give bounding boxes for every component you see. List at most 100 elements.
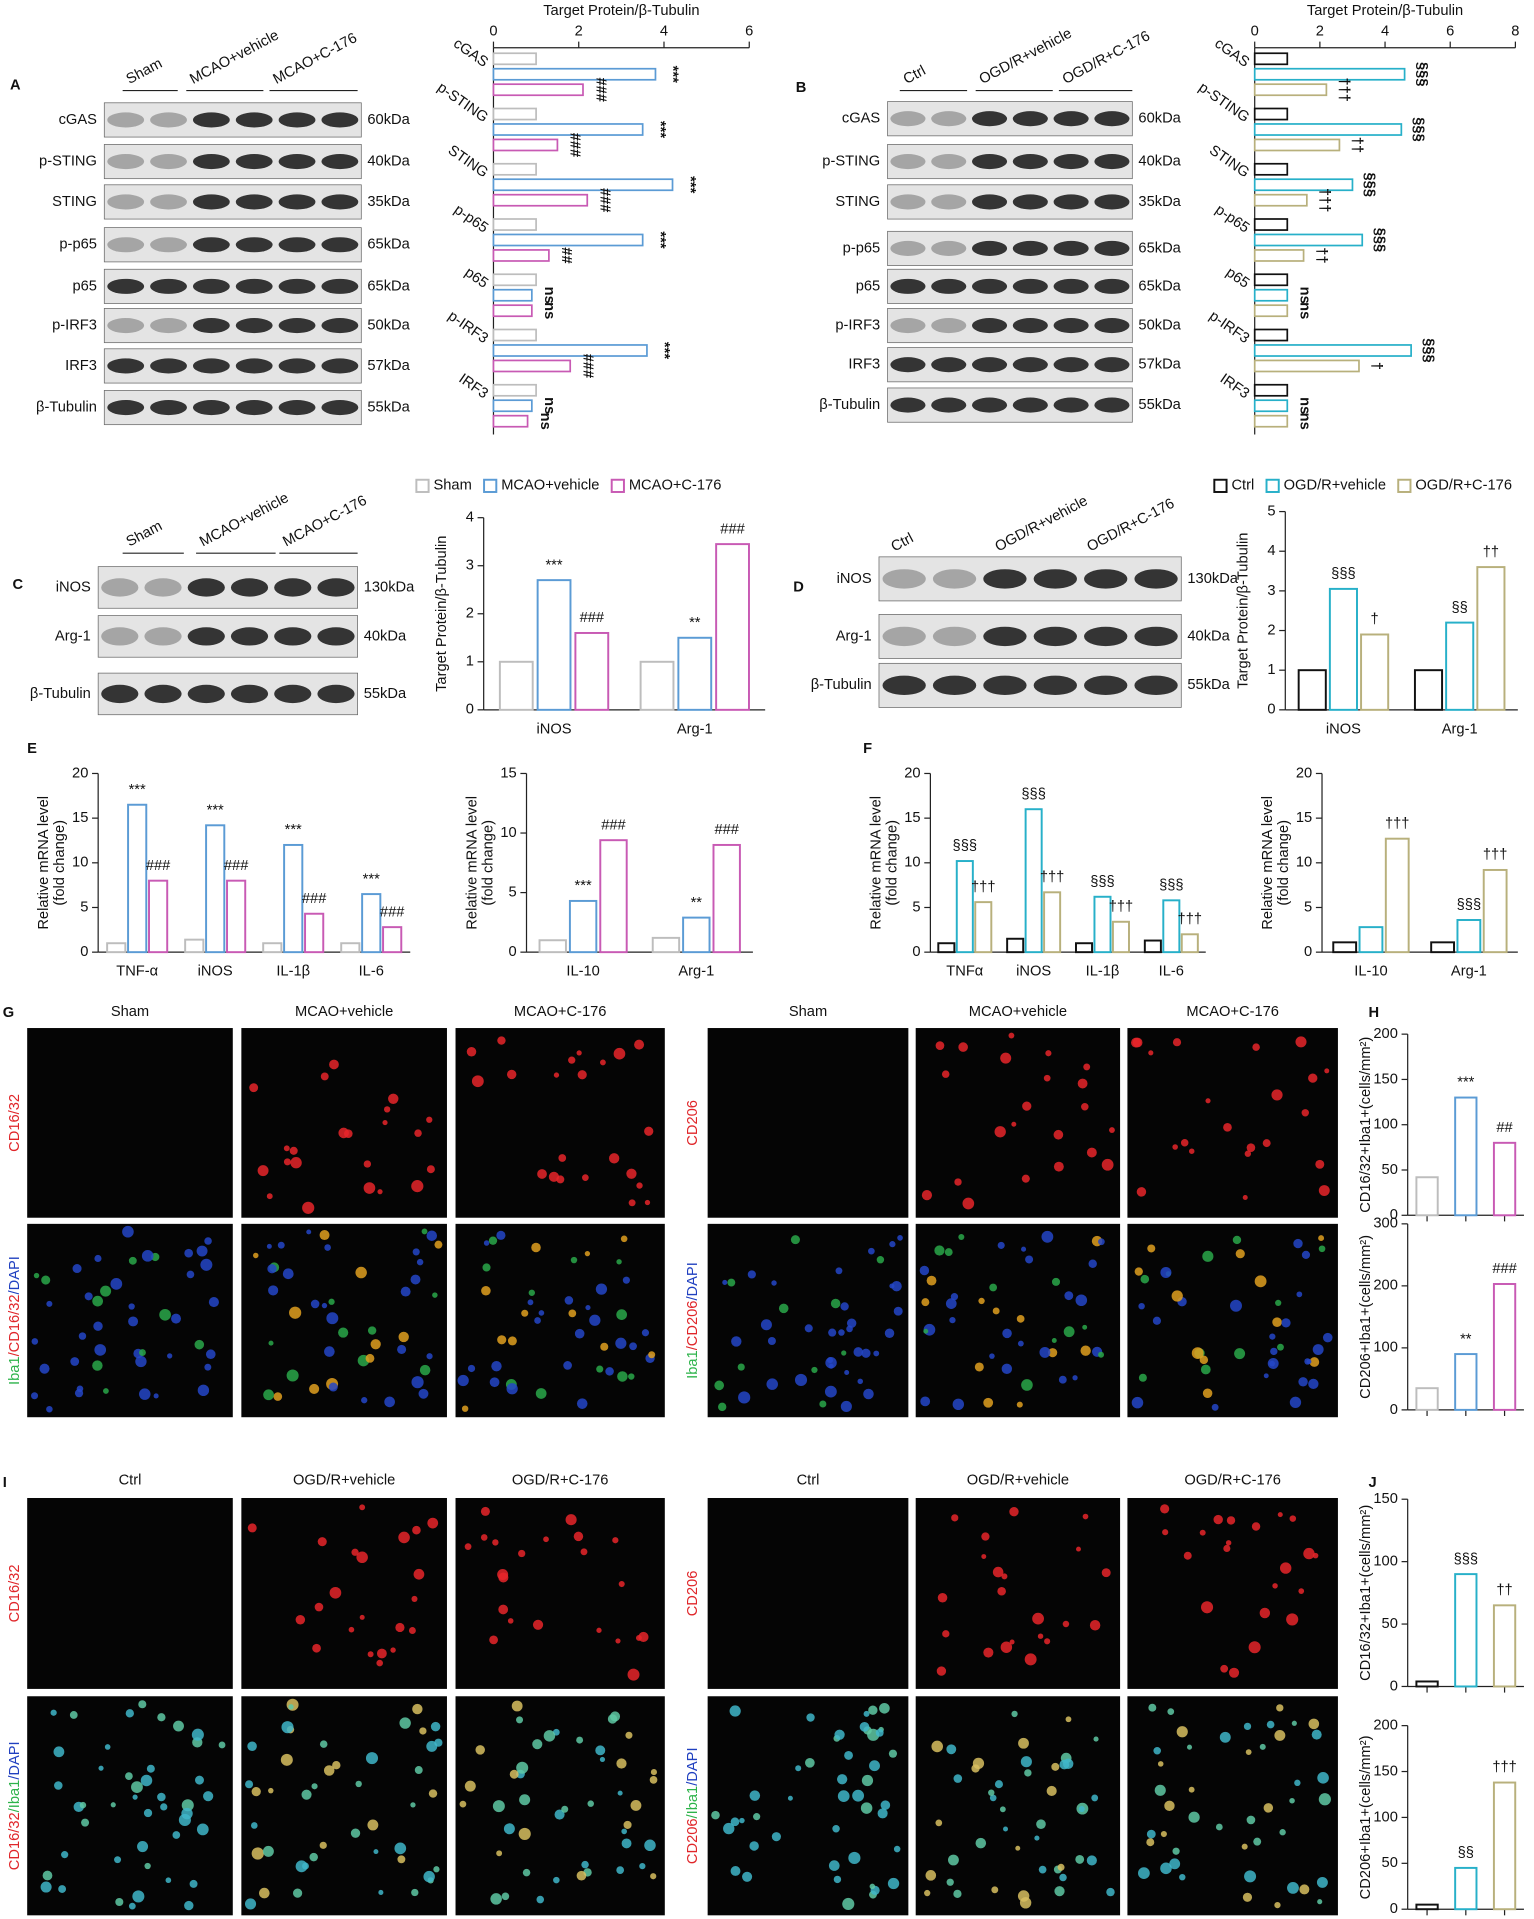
cell <box>859 1722 870 1732</box>
cell <box>576 1736 584 1744</box>
cell <box>1160 1862 1172 1875</box>
cell <box>76 1385 84 1393</box>
x-tick-label: TNFα <box>946 964 984 980</box>
cell <box>1254 1275 1267 1288</box>
blot-band <box>1094 240 1130 256</box>
size-label: 60kDa <box>367 112 410 128</box>
blot-band <box>107 400 145 416</box>
cell <box>1088 1259 1097 1268</box>
cell <box>1275 1299 1282 1307</box>
cell <box>989 1794 997 1802</box>
cell <box>434 1738 443 1747</box>
cell <box>1232 1235 1242 1245</box>
cell <box>1054 1886 1065 1897</box>
bar <box>1358 926 1384 954</box>
micrograph <box>1127 1696 1338 1916</box>
cell <box>742 1871 753 1882</box>
blot-band <box>317 627 355 646</box>
cell <box>1089 1620 1101 1631</box>
cell <box>1109 1127 1115 1134</box>
blot-band <box>1084 626 1128 647</box>
cell <box>794 1373 808 1386</box>
blot-band <box>1053 397 1089 413</box>
row-label-part: CD16/32 <box>7 1812 23 1870</box>
cell <box>953 1774 963 1783</box>
micrograph-header: OGD/R+vehicle <box>967 1473 1069 1489</box>
blot-strip <box>887 308 1133 344</box>
blot-band <box>932 569 977 589</box>
cell <box>1057 1863 1065 1871</box>
y-tick-label: 10 <box>500 825 516 841</box>
cell <box>411 1376 424 1389</box>
cell <box>1289 1396 1302 1409</box>
significance-label: ### <box>380 904 405 920</box>
blot-band <box>983 569 1027 589</box>
cell <box>355 1780 362 1788</box>
cell <box>1286 1613 1299 1626</box>
y-tick-label: 10 <box>72 855 88 871</box>
x-tick-label: 4 <box>660 24 668 40</box>
cell <box>729 1705 741 1717</box>
cell <box>1229 1667 1240 1678</box>
cell <box>1169 1858 1181 1870</box>
cell <box>426 1116 433 1123</box>
blot-band <box>321 358 359 374</box>
cell <box>1160 1504 1170 1514</box>
y-axis-title: Relative mRNA level <box>36 796 52 930</box>
cell <box>644 1199 651 1206</box>
cell <box>612 1537 619 1544</box>
cell <box>1317 1772 1329 1784</box>
cell <box>388 1093 399 1105</box>
significance-label: ††† <box>1316 188 1332 212</box>
blot-band <box>235 194 273 210</box>
cell <box>1041 1230 1054 1243</box>
blot-band <box>107 112 145 128</box>
cell <box>159 1308 171 1321</box>
cell <box>319 1230 330 1241</box>
blot-band <box>107 154 145 170</box>
blot-band <box>1053 357 1089 373</box>
cell <box>412 1703 423 1715</box>
y-tick-label: 20 <box>1296 765 1312 781</box>
micrograph-header: OGD/R+C-176 <box>1184 1473 1281 1489</box>
bar <box>492 107 537 121</box>
cell <box>268 1340 274 1346</box>
blot-band <box>144 684 182 704</box>
cell <box>1253 1837 1262 1846</box>
micrograph <box>455 1223 665 1418</box>
y-tick-label: 0 <box>1304 944 1312 960</box>
significance-label: ### <box>146 858 171 874</box>
cell <box>936 1666 947 1676</box>
cell <box>427 1517 439 1529</box>
cell <box>844 1370 850 1375</box>
y-tick-label: 100 <box>1373 1554 1397 1570</box>
blot-band <box>278 400 316 416</box>
cell <box>430 1721 441 1732</box>
cell <box>873 1350 880 1357</box>
blot-strip <box>97 615 358 658</box>
cell <box>926 1275 937 1286</box>
bar <box>1180 933 1199 954</box>
bar <box>1415 1680 1439 1688</box>
cell <box>178 1813 191 1826</box>
y-tick-label: 4 <box>466 510 474 526</box>
cell <box>600 1342 609 1351</box>
micrograph <box>1127 1028 1338 1218</box>
panel-letter: I <box>3 1475 7 1491</box>
cell <box>626 1168 637 1179</box>
cell <box>1191 1347 1204 1360</box>
cell <box>1059 1759 1070 1770</box>
blot-band <box>971 240 1008 256</box>
cell <box>1230 1299 1242 1312</box>
cell <box>1046 1785 1057 1797</box>
blot-band <box>235 154 273 170</box>
cell <box>365 1752 379 1765</box>
cell <box>848 1851 861 1865</box>
cell <box>196 1245 208 1257</box>
significance-label: ** <box>1460 1331 1472 1347</box>
cell <box>1082 1513 1089 1520</box>
blot-band <box>1053 278 1089 294</box>
blot-band <box>1033 626 1077 647</box>
cell <box>497 1335 507 1345</box>
cell <box>480 1506 490 1516</box>
